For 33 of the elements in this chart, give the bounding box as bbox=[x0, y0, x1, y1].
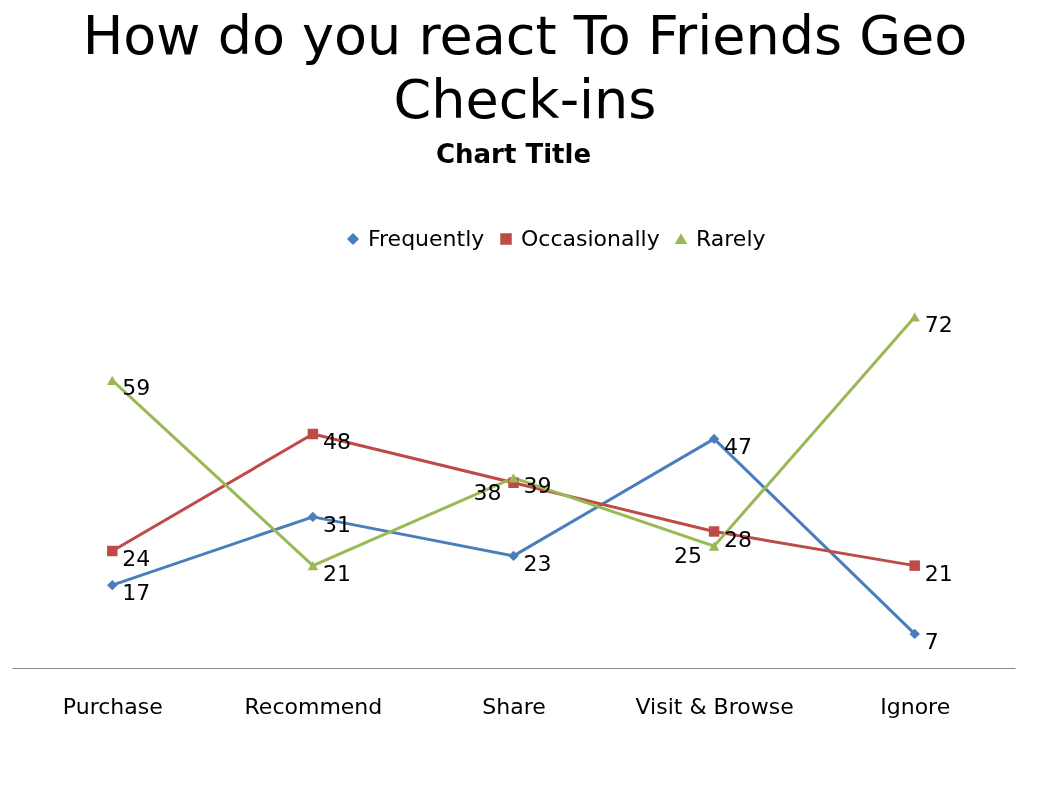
data-label: 25 bbox=[674, 543, 703, 569]
legend-label: Rarely bbox=[696, 226, 766, 251]
x-tick-label: Purchase bbox=[62, 693, 163, 719]
point bbox=[307, 561, 319, 571]
legend-label: Occasionally bbox=[521, 226, 660, 251]
data-label: 21 bbox=[322, 560, 351, 586]
x-tick-label: Recommend bbox=[244, 693, 383, 719]
chart-title: How do you react To Friends Geo Check-ins bbox=[81, 3, 969, 132]
point bbox=[307, 428, 319, 440]
point bbox=[909, 560, 920, 571]
data-label: 59 bbox=[122, 375, 151, 401]
chart-subtitle: Chart Title bbox=[435, 139, 592, 169]
data-label: 23 bbox=[523, 550, 552, 576]
point bbox=[708, 541, 720, 551]
data-label: 21 bbox=[924, 560, 953, 586]
legend-label: Frequently bbox=[368, 226, 485, 251]
point bbox=[508, 550, 519, 562]
point bbox=[107, 579, 118, 591]
data-label: 47 bbox=[724, 433, 753, 459]
point bbox=[708, 433, 720, 445]
point bbox=[909, 312, 920, 322]
x-tick-label: Ignore bbox=[880, 693, 951, 719]
data-label: 7 bbox=[924, 628, 939, 654]
point bbox=[508, 473, 519, 483]
point bbox=[708, 526, 720, 537]
data-label: 72 bbox=[924, 312, 953, 337]
x-tick-label: Share bbox=[482, 693, 546, 719]
x-tick-label: Visit & Browse bbox=[635, 693, 794, 719]
data-label: 17 bbox=[122, 580, 151, 606]
point bbox=[909, 628, 920, 640]
point bbox=[107, 545, 118, 557]
data-label: 24 bbox=[122, 546, 151, 571]
point bbox=[307, 511, 319, 523]
